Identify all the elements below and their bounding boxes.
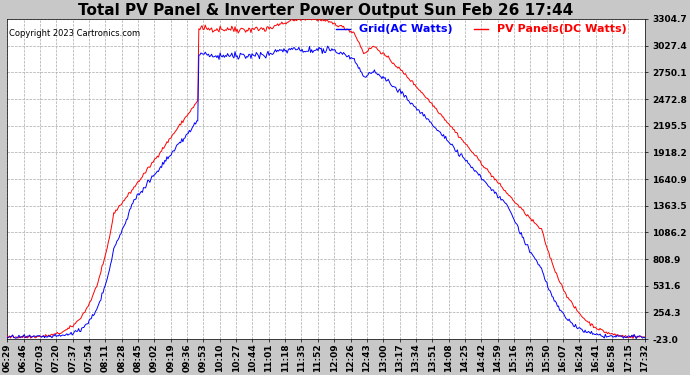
Text: Copyright 2023 Cartronics.com: Copyright 2023 Cartronics.com bbox=[8, 28, 139, 38]
Title: Total PV Panel & Inverter Power Output Sun Feb 26 17:44: Total PV Panel & Inverter Power Output S… bbox=[79, 3, 573, 18]
Legend: Grid(AC Watts), PV Panels(DC Watts): Grid(AC Watts), PV Panels(DC Watts) bbox=[332, 20, 631, 39]
